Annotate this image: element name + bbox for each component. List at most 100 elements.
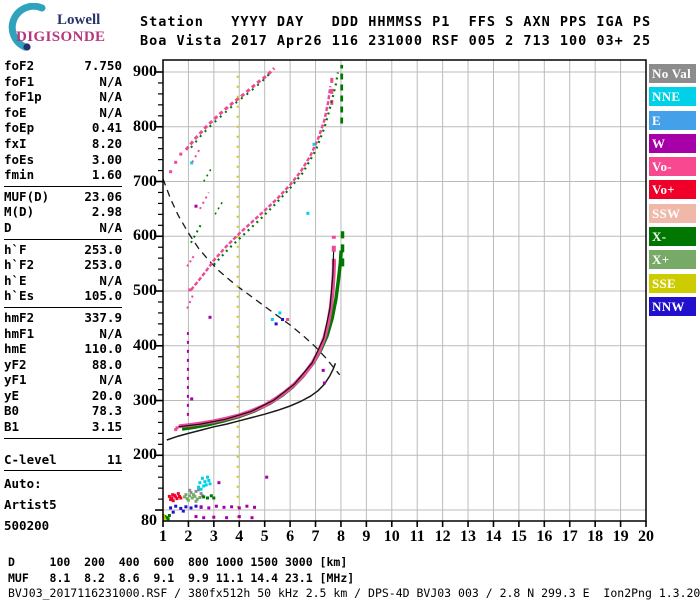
param-row-h-f: h`F 253.0 [4,242,122,258]
speck-es-x-plus-green [185,497,189,501]
param-label: foEp [4,120,35,136]
param-row-fof1p: foF1p N/A [4,89,122,105]
speck-es-vo-plus-red [171,499,175,503]
series-f2-hop-trace-o [190,86,332,291]
speck-specks-vo-minus-pink [174,160,178,164]
param-value: 2.98 [91,204,122,220]
speck-specks-vo-minus-pink [286,318,290,321]
d-row: D 100 200 400 600 800 1000 1500 3000 [km… [8,555,348,569]
param-value: N/A [99,73,122,89]
param-divider [4,470,122,472]
x-tick-label-4: 4 [235,528,244,545]
series-f2-hop-trace-x [212,72,339,266]
legend-chip-w: W [649,133,696,153]
param-row-muf-d-: MUF(D) 23.06 [4,189,122,205]
speck-es-vo-plus-red [174,495,178,499]
legend-chip-nne: NNE [649,87,696,107]
x-tick-label-9: 9 [362,528,371,545]
x-tick-label-15: 15 [510,528,527,545]
speck-specks-w-magenta [214,504,218,508]
param-label: h`E [4,272,27,288]
param-divider [4,437,122,439]
speck-specks-nnw-blue [281,318,284,321]
speck-specks-vo-minus-pink [175,426,179,430]
speck-specks-nne-cyan [203,480,207,484]
legend-chip-vo-: Vo- [649,157,696,177]
param-value: N/A [99,325,122,341]
speck-specks-w-magenta [194,204,198,208]
param-value: 88.0 [91,356,122,372]
x-tick-label-18: 18 [587,528,604,545]
speck-specks-nnw-blue [171,510,175,514]
param-value: 253.0 [84,257,122,273]
speck-es-noval-gray [194,489,198,493]
param-label: Auto: [4,476,42,492]
param-label: foF2 [4,58,35,73]
speck-specks-nne-cyan [208,482,212,486]
lowell-digisonde-logo: Lowell DIGISONDE [5,2,125,53]
speck-es-x-plus-green [184,493,188,497]
speck-specks-vo-minus-pink [179,152,183,156]
param-value: 11 [106,451,122,467]
param-value: 20.0 [91,387,122,403]
legend-chip-x-: X+ [649,250,696,270]
param-label: M(D) [4,204,35,220]
speck-es-x-plus-green [193,494,197,498]
param-value: N/A [99,219,122,235]
param-label: h`Es [4,288,35,304]
speck-specks-nnw-blue [169,506,173,510]
speck-es-x-minus-green [212,496,216,500]
x-tick-label-8: 8 [336,528,345,545]
speck-specks-w-magenta [207,506,211,510]
x-tick-label-7: 7 [311,528,320,545]
param-label: h`F2 [4,257,35,273]
speck-es-x-plus-green [183,495,187,499]
speck-specks-nne-cyan [204,483,208,487]
param-label: hmF2 [4,309,35,325]
series-spread-seg-5 [191,148,201,163]
parameter-panel: foF2 7.750 foF1 N/A foF1p N/A foE N/A foEp 0.41 fx… [4,58,122,536]
x-tick-label-17: 17 [561,528,578,545]
speck-specks-nne-cyan [197,485,201,489]
param-label: C-level [4,451,57,467]
x-tick-label-12: 12 [434,528,451,545]
muf-row: MUF 8.1 8.2 8.6 9.1 9.9 11.1 14.4 23.1 [… [8,570,355,585]
x-tick-label-10: 10 [383,528,400,545]
param-row-auto-: Auto: [4,473,122,494]
param-label: MUF(D) [4,188,50,204]
param-value: 23.06 [84,188,122,204]
speck-specks-w-magenta [217,481,221,485]
speck-specks-w-magenta [208,315,212,319]
speck-es-x-plus-green [194,499,198,503]
param-label: D [4,219,12,235]
y-tick-label-200: 200 [133,446,157,464]
param-value: N/A [99,89,122,105]
param-row-fxi: fxI 8.20 [4,136,122,152]
param-label: foF1 [4,73,35,89]
station-header-line1: Station YYYY DAY DDD HHMMSS P1 FFS S AXN… [140,14,652,30]
param-row-hmf2: hmF2 337.9 [4,310,122,326]
series-artist-fitted-trace [177,251,335,428]
y-tick-label-700: 700 [133,172,157,190]
speck-es-x-plus-green [195,497,199,501]
speck-specks-nne-cyan [306,211,310,215]
plot-border [162,59,647,522]
speck-specks-nnw-blue [194,504,198,508]
speck-es-vo-plus-red [178,494,181,498]
speck-specks-w-magenta [253,505,256,509]
speck-specks-nnw-blue [189,506,193,510]
speck-es-x-plus-green [190,496,194,500]
y-tick-label-900: 900 [133,63,157,80]
param-label: hmF1 [4,325,35,341]
param-row-h-es: h`Es 105.0 [4,288,122,304]
speck-es-vo-plus-red [170,496,174,500]
speck-specks-w-magenta [230,505,234,509]
x-tick-label-14: 14 [485,528,502,545]
param-label: yF2 [4,356,27,372]
param-row-c-level: C-level 11 [4,452,122,468]
param-row-fmin: fmin 1.60 [4,167,122,183]
param-value: 3.15 [91,419,122,435]
param-row-500200: 500200 [4,515,122,536]
